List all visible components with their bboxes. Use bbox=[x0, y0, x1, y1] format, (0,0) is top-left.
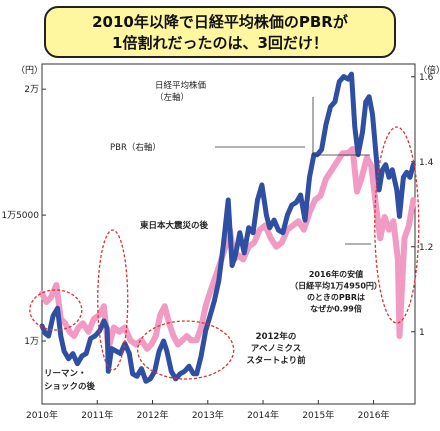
x-axis-tick-label: 2016年 bbox=[358, 409, 390, 421]
x-axis-tick-label: 2014年 bbox=[247, 409, 279, 421]
lehman-annotation-line-2: ショックの後 bbox=[44, 381, 96, 392]
chart-title-box: 2010年以降で日経平均株価のPBRが 1倍割れだったのは、3回だけ！ bbox=[44, 6, 396, 58]
lehman-highlight-ellipse bbox=[29, 289, 83, 331]
chart-title-line-1: 2010年以降で日経平均株価のPBRが bbox=[92, 13, 348, 31]
left-axis-tick-label: 1万 bbox=[24, 337, 39, 347]
low-2016-annotation-line-2: （日経平均1万4950円） bbox=[290, 281, 382, 291]
left-axis-unit-label: （円） bbox=[16, 65, 43, 76]
pbr-axis-annotation: PBR（右軸） bbox=[110, 142, 161, 153]
right-axis-unit-label: （倍） bbox=[418, 64, 440, 76]
x-axis-tick-label: 2012年 bbox=[137, 409, 169, 421]
pbr-series-line bbox=[39, 146, 417, 352]
nikkei-axis-annotation-line-1: 日経平均株価 bbox=[155, 80, 207, 91]
x-axis-tick-label: 2011年 bbox=[81, 409, 113, 421]
plot-frame bbox=[41, 63, 416, 405]
x-axis-tick-label: 2013年 bbox=[192, 409, 224, 421]
left-axis-tick-label: 1万5000 bbox=[1, 211, 39, 221]
abenomics-annotation-line-3: スタートより前 bbox=[246, 355, 306, 366]
low-2016-annotation-line-3: のときのPBRは bbox=[307, 293, 365, 302]
lehman-annotation-line-1: リーマン・ bbox=[44, 369, 87, 379]
abenomics-annotation-line-1: 2012年の bbox=[256, 331, 297, 342]
right-axis-tick-label: 1 bbox=[419, 328, 425, 338]
low-2016-annotation-line-1: 2016年の安値 bbox=[309, 269, 363, 279]
left-axis-tick-label: 2万 bbox=[24, 85, 39, 95]
right-axis-tick-label: 1.2 bbox=[419, 243, 433, 253]
earthquake-annotation: 東日本大震災の後 bbox=[140, 220, 209, 231]
low-2016-annotation-line-4: なぜか0.99倍 bbox=[310, 304, 362, 314]
right-axis-tick-label: 1.6 bbox=[419, 73, 434, 83]
abenomics-highlight-ellipse bbox=[137, 320, 235, 380]
right-axis-tick-label: 1.4 bbox=[419, 158, 434, 168]
nikkei-series-line bbox=[39, 71, 416, 384]
x-axis-tick-label: 2015年 bbox=[302, 409, 334, 421]
abenomics-annotation-line-2: アベノミクス bbox=[251, 343, 302, 354]
chart-title-line-2: 1倍割れだったのは、3回だけ！ bbox=[112, 34, 328, 52]
low-2016-highlight-ellipse bbox=[374, 126, 420, 324]
earthquake-highlight-ellipse bbox=[97, 229, 129, 371]
nikkei-axis-annotation-line-2: （左軸） bbox=[155, 92, 189, 103]
x-axis-tick-label: 2010年 bbox=[26, 409, 58, 421]
